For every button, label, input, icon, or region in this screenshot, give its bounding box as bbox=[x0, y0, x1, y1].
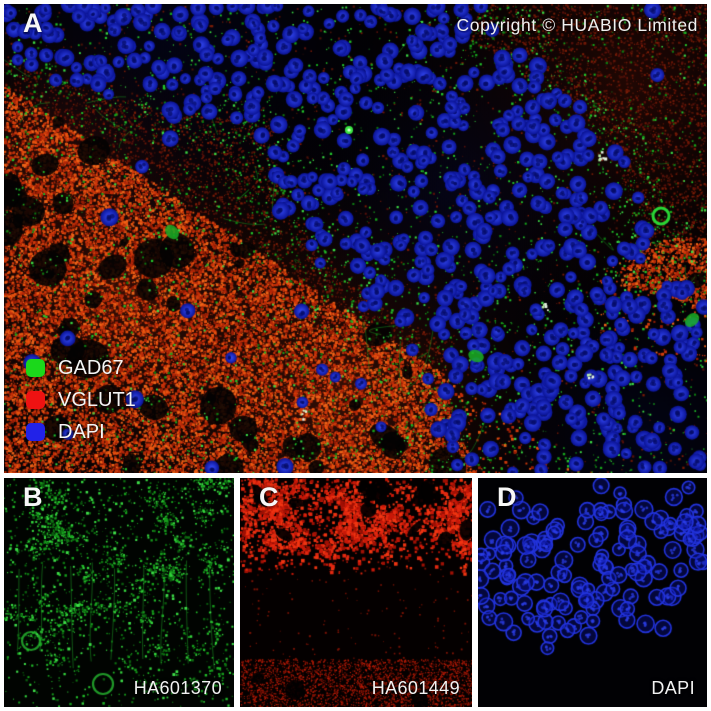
vglut1-color-swatch bbox=[26, 391, 45, 409]
gad67-label: GAD67 bbox=[58, 356, 124, 379]
panel-c-caption: HA601449 bbox=[371, 678, 460, 698]
panel-c-letter: C bbox=[259, 482, 279, 512]
panel-a-letter: A bbox=[23, 8, 43, 38]
copyright-text: Copyright © HUABIO Limited bbox=[456, 15, 698, 35]
panel-b-micrograph bbox=[4, 478, 234, 707]
panel-d-dapi-channel: D DAPI bbox=[478, 478, 707, 707]
dapi-color-swatch bbox=[26, 423, 45, 441]
panel-d-letter: D bbox=[497, 482, 517, 512]
panel-c-vglut1-channel: C HA601449 bbox=[240, 478, 472, 707]
panel-d-caption: DAPI bbox=[651, 678, 695, 698]
panel-b-gad67-channel: B HA601370 bbox=[4, 478, 234, 707]
legend-row-gad67: GAD67 bbox=[26, 352, 136, 384]
panel-a-micrograph bbox=[4, 4, 707, 473]
panel-c-micrograph bbox=[240, 478, 472, 707]
channel-legend: GAD67 VGLUT1 DAPI bbox=[26, 352, 136, 448]
panel-b-letter: B bbox=[23, 482, 43, 512]
panel-b-caption: HA601370 bbox=[133, 678, 222, 698]
dapi-label: DAPI bbox=[58, 420, 105, 443]
panel-d-micrograph bbox=[478, 478, 707, 707]
legend-row-dapi: DAPI bbox=[26, 416, 136, 448]
panel-a-merged-image: A Copyright © HUABIO Limited GAD67 VGLUT… bbox=[4, 4, 707, 473]
vglut1-label: VGLUT1 bbox=[58, 388, 136, 411]
legend-row-vglut1: VGLUT1 bbox=[26, 384, 136, 416]
gad67-color-swatch bbox=[26, 359, 45, 377]
